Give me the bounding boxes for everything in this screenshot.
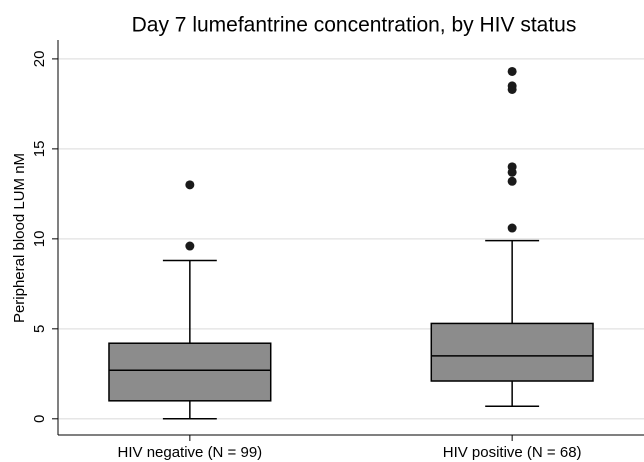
outlier: [507, 223, 517, 233]
x-tick-label: HIV negative (N = 99): [118, 444, 263, 461]
x-tick-label: HIV positive (N = 68): [443, 444, 582, 461]
y-axis-label: Peripheral blood LUM nM: [11, 153, 28, 323]
y-tick-label: 15: [31, 141, 48, 158]
y-tick-label: 0: [31, 415, 48, 423]
box: [430, 322, 594, 382]
outlier: [507, 176, 517, 186]
outlier: [185, 180, 195, 190]
outlier: [507, 66, 517, 76]
outlier: [507, 162, 517, 172]
outlier: [185, 241, 195, 251]
y-tick-label: 20: [31, 51, 48, 68]
box: [108, 342, 272, 402]
chart-title: Day 7 lumefantrine concentration, by HIV…: [132, 14, 577, 37]
outlier: [507, 81, 517, 91]
y-tick-label: 10: [31, 231, 48, 248]
y-tick-label: 5: [31, 325, 48, 333]
